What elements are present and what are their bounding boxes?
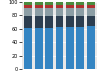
Bar [66, 27, 74, 69]
Bar [35, 2, 43, 5]
Bar [56, 16, 63, 27]
Bar [45, 8, 53, 16]
Bar [56, 5, 63, 8]
Bar [35, 5, 43, 8]
Bar [76, 5, 84, 8]
Bar [87, 2, 95, 5]
Bar [24, 5, 32, 8]
Bar [24, 2, 32, 5]
Bar [66, 2, 74, 5]
Bar [87, 5, 95, 8]
Bar [35, 16, 43, 28]
Bar [76, 27, 84, 69]
Bar [76, 8, 84, 16]
Bar [45, 28, 53, 69]
Bar [45, 5, 53, 8]
Bar [66, 5, 74, 8]
Bar [87, 8, 95, 16]
Bar [56, 2, 63, 5]
Bar [24, 8, 32, 16]
Bar [66, 8, 74, 16]
Bar [76, 2, 84, 5]
Bar [24, 16, 32, 28]
Bar [66, 16, 74, 27]
Bar [76, 16, 84, 27]
Bar [45, 16, 53, 28]
Bar [45, 2, 53, 5]
Bar [56, 27, 63, 69]
Bar [87, 16, 95, 26]
Bar [56, 8, 63, 16]
Bar [24, 28, 32, 69]
Bar [35, 8, 43, 16]
Bar [87, 26, 95, 69]
Bar [35, 28, 43, 69]
